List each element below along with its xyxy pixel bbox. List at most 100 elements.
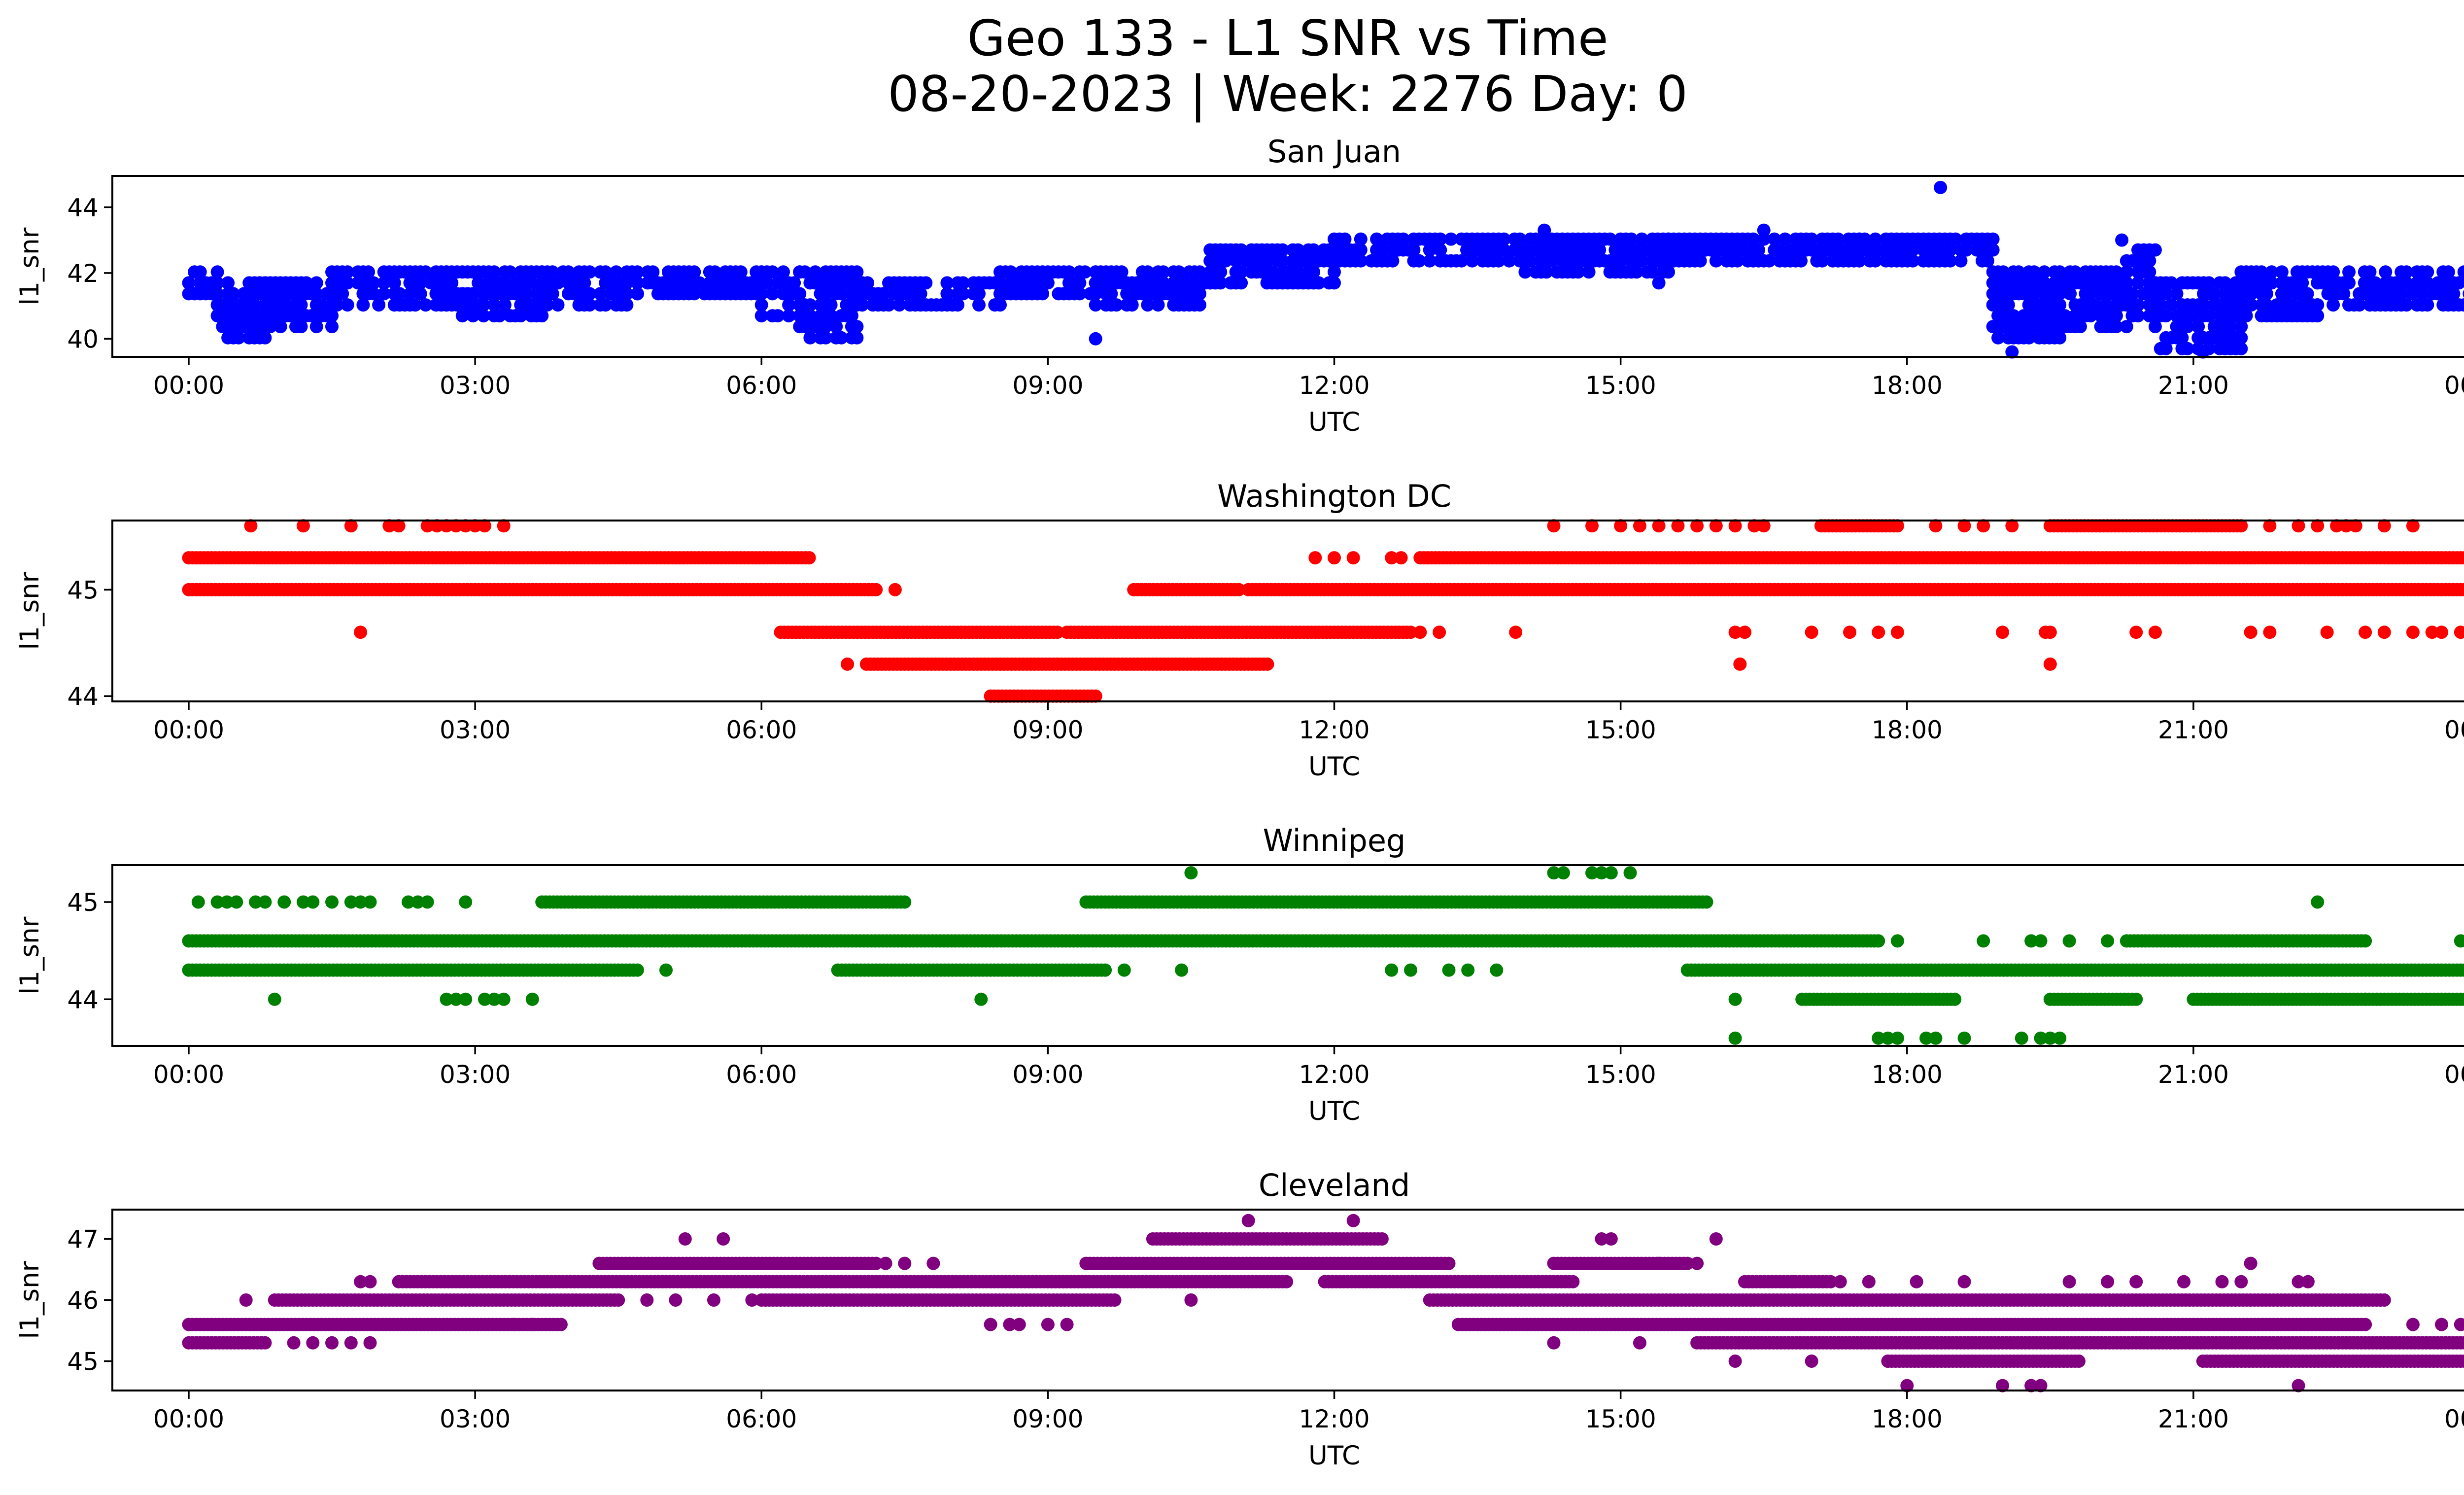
data-point (630, 287, 644, 301)
data-point (498, 298, 512, 312)
data-point (2012, 265, 2025, 279)
data-point (1307, 265, 1320, 279)
x-axis-label: UTC (1308, 1096, 1360, 1126)
data-point (1805, 626, 1818, 639)
data-point (459, 519, 473, 533)
data-point (2399, 265, 2413, 279)
y-tick-label: 44 (67, 985, 99, 1014)
x-tick-label: 00:00 (2444, 371, 2464, 400)
data-point (2039, 626, 2053, 639)
data-point (325, 309, 339, 323)
data-point (898, 895, 912, 909)
data-point (1996, 265, 2010, 279)
data-point (1089, 332, 1102, 346)
data-point (850, 331, 864, 345)
data-point (294, 320, 308, 334)
data-point (1986, 232, 2000, 246)
data-point (2379, 265, 2393, 279)
x-tick-label: 03:00 (440, 1060, 511, 1089)
data-point (1184, 866, 1198, 880)
data-point (972, 287, 986, 301)
data-point (1214, 276, 1228, 290)
data-point (2234, 320, 2248, 334)
data-point (2115, 233, 2129, 247)
data-point (1778, 232, 1792, 246)
data-point (2131, 276, 2145, 290)
data-point (330, 298, 344, 312)
data-point (1308, 551, 1322, 565)
x-tick-label: 00:00 (2444, 1060, 2464, 1089)
data-point (1585, 866, 1599, 880)
data-point (1815, 254, 1829, 268)
data-point (2068, 265, 2082, 279)
data-point (888, 583, 902, 596)
data-point (777, 265, 790, 279)
data-point (296, 895, 310, 909)
data-point (2234, 519, 2248, 533)
data-point (1959, 243, 1973, 257)
data-point (2148, 243, 2162, 257)
data-point (420, 519, 434, 533)
data-point (2458, 992, 2464, 1006)
data-point (2368, 276, 2382, 290)
data-point (2062, 934, 2076, 948)
data-point (687, 265, 701, 279)
y-axis-label: l1_snr (15, 572, 45, 650)
data-points (182, 180, 2464, 359)
data-point (1193, 265, 1206, 279)
data-point (2462, 965, 2464, 975)
data-point (1433, 626, 1446, 639)
data-point (221, 276, 235, 290)
data-point (1693, 254, 1707, 268)
subplot-title: San Juan (1267, 134, 1401, 170)
data-point (692, 276, 706, 290)
data-point (1104, 287, 1118, 301)
data-points (182, 519, 2464, 703)
data-point (1442, 1256, 1456, 1270)
data-point (309, 320, 323, 334)
data-point (620, 298, 634, 312)
data-point (263, 320, 277, 334)
data-point (258, 331, 272, 345)
data-point (708, 265, 722, 279)
data-point (2001, 298, 2015, 312)
data-point (2063, 287, 2077, 301)
subplot-title: Cleveland (1259, 1167, 1410, 1203)
data-point (798, 265, 812, 279)
data-point (403, 287, 417, 301)
data-point (1746, 232, 1760, 246)
data-point (1943, 254, 1957, 268)
data-point (1115, 265, 1129, 279)
data-point (583, 287, 597, 301)
data-point (330, 276, 344, 290)
data-point (2129, 992, 2143, 1006)
data-point (1089, 287, 1102, 301)
data-point (402, 895, 415, 909)
data-point (1872, 626, 1885, 639)
data-point (1635, 232, 1649, 246)
data-point (1843, 626, 1856, 639)
data-point (420, 895, 434, 909)
data-point (824, 309, 838, 323)
data-point (1881, 1031, 1895, 1045)
y-axis-label: l1_snr (15, 916, 45, 994)
figure-title-line-2: 08-20-2023 | Week: 2276 Day: 0 (888, 65, 1687, 123)
data-point (1709, 254, 1723, 268)
data-point (687, 287, 701, 301)
data-point (1585, 519, 1599, 533)
data-point (803, 309, 817, 323)
data-point (1051, 626, 1064, 639)
data-point (2399, 298, 2413, 312)
data-point (393, 287, 407, 301)
data-point (445, 276, 459, 290)
data-point (612, 1293, 625, 1307)
data-point (2131, 309, 2145, 323)
data-point (2109, 265, 2123, 279)
data-point (363, 895, 377, 909)
data-point (802, 551, 816, 565)
data-point (1906, 243, 1919, 257)
data-point (296, 519, 310, 533)
y-tick-label: 44 (67, 193, 99, 222)
